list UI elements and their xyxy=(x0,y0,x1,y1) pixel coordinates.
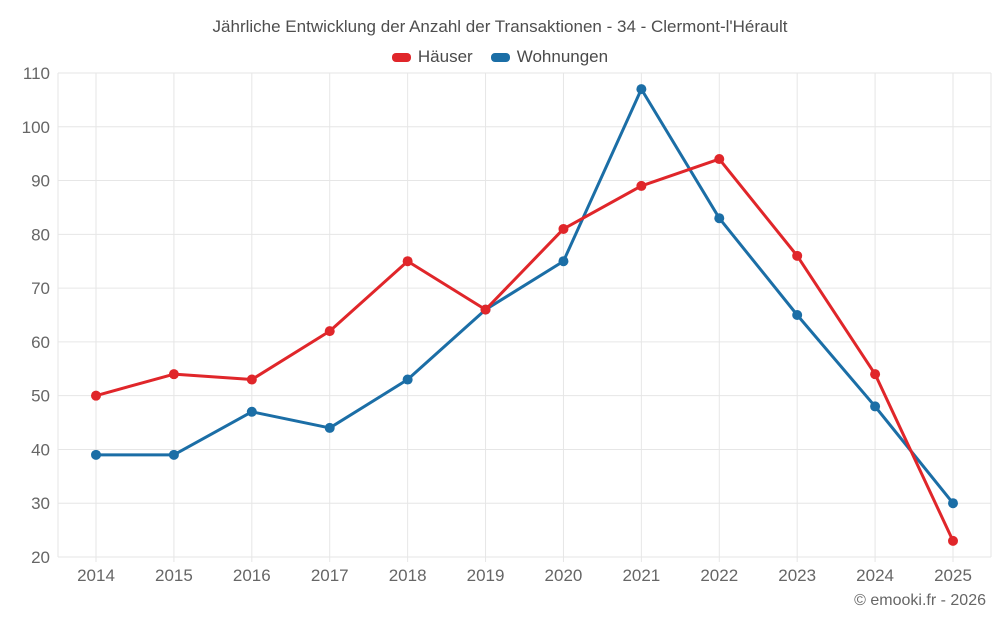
x-tick-label: 2018 xyxy=(389,566,427,585)
legend-item-wohnungen[interactable]: Wohnungen xyxy=(490,47,609,67)
x-tick-label: 2020 xyxy=(545,566,583,585)
wohnungen-point-2023[interactable] xyxy=(792,310,803,320)
y-tick-label: 80 xyxy=(31,225,50,244)
wohnungen-point-2015[interactable] xyxy=(168,449,179,460)
legend-item-haeuser[interactable]: Häuser xyxy=(391,47,473,67)
x-tick-label: 2019 xyxy=(467,566,505,585)
x-tick-label: 2014 xyxy=(77,566,115,585)
haeuser-point-2025[interactable] xyxy=(948,535,958,546)
haeuser-point-2017[interactable] xyxy=(324,326,335,337)
chart-title: Jährliche Entwicklung der Anzahl der Tra… xyxy=(212,17,788,36)
haeuser-point-2015[interactable] xyxy=(168,369,179,380)
y-tick-label: 20 xyxy=(31,548,50,567)
wohnungen-line xyxy=(94,87,955,505)
copyright: © emooki.fr - 2026 xyxy=(854,592,986,609)
wohnungen-point-2016[interactable] xyxy=(246,406,257,417)
haeuser-swatch-icon xyxy=(391,52,411,62)
legend-label-haeuser: Häuser xyxy=(417,47,473,66)
y-tick-label: 40 xyxy=(31,440,50,459)
haeuser-point-2024[interactable] xyxy=(870,369,881,380)
x-tick-label: 2015 xyxy=(155,566,193,585)
legend-label-wohnungen: Wohnungen xyxy=(516,47,609,66)
y-tick-label: 30 xyxy=(31,494,50,513)
legend: Häuser Wohnungen xyxy=(0,47,1000,67)
x-tick-label: 2025 xyxy=(934,566,972,585)
wohnungen-point-2014[interactable] xyxy=(91,449,101,460)
wohnungen-point-2021[interactable] xyxy=(636,84,647,95)
haeuser-line xyxy=(94,157,955,543)
haeuser-point-2014[interactable] xyxy=(91,390,101,401)
wohnungen-point-2020[interactable] xyxy=(558,256,569,267)
x-tick-label: 2024 xyxy=(856,566,894,585)
wohnungen-point-2024[interactable] xyxy=(870,401,881,412)
wohnungen-swatch-icon xyxy=(490,52,510,62)
y-tick-label: 70 xyxy=(31,279,50,298)
wohnungen-point-2018[interactable] xyxy=(402,374,413,385)
y-tick-label: 110 xyxy=(23,64,50,83)
haeuser-point-2023[interactable] xyxy=(792,250,803,261)
haeuser-point-2019[interactable] xyxy=(480,304,491,315)
x-tick-label: 2016 xyxy=(233,566,271,585)
wohnungen-point-2022[interactable] xyxy=(714,213,725,224)
x-tick-label: 2017 xyxy=(311,566,349,585)
y-tick-label: 60 xyxy=(31,333,50,352)
x-tick-label: 2021 xyxy=(622,566,660,585)
haeuser-point-2022[interactable] xyxy=(714,154,725,165)
x-tick-label: 2022 xyxy=(700,566,738,585)
y-tick-label: 50 xyxy=(31,387,50,406)
haeuser-point-2016[interactable] xyxy=(246,374,257,385)
y-tick-label: 90 xyxy=(31,172,50,191)
wohnungen-point-2025[interactable] xyxy=(948,498,958,509)
wohnungen-point-2017[interactable] xyxy=(324,422,335,433)
haeuser-point-2020[interactable] xyxy=(558,223,569,234)
y-tick-label: 100 xyxy=(22,118,50,137)
x-tick-label: 2023 xyxy=(778,566,816,585)
haeuser-point-2018[interactable] xyxy=(402,256,413,267)
haeuser-point-2021[interactable] xyxy=(636,180,647,191)
